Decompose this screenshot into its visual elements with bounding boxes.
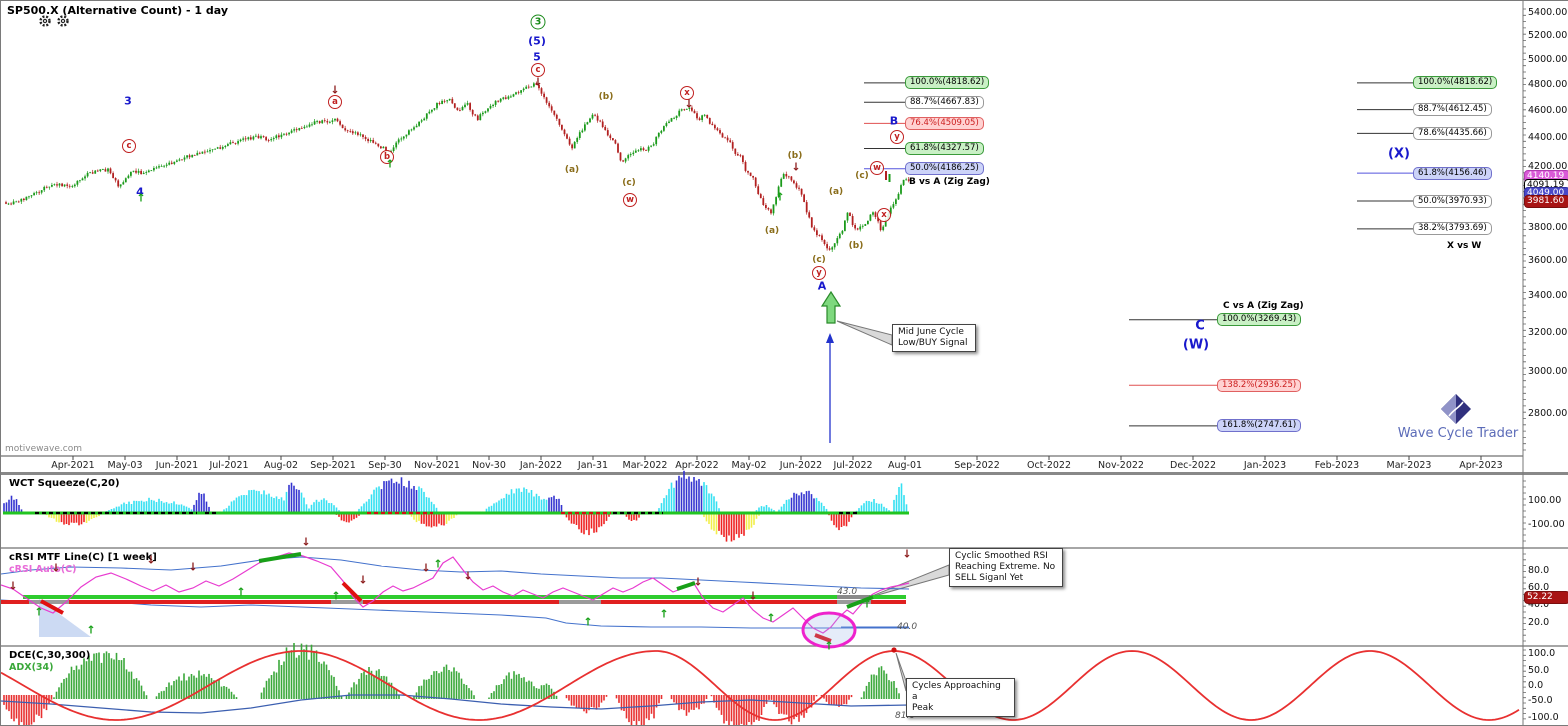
gear-icon xyxy=(60,18,66,24)
highlight-ellipse[interactable] xyxy=(801,611,857,649)
crsi-upper-band xyxy=(1,556,910,590)
gear-icon xyxy=(39,15,51,27)
buy-signal-block-arrow[interactable] xyxy=(820,290,842,324)
crsi-signal-wedge xyxy=(258,552,302,563)
dce-cycle-sine xyxy=(1,650,1520,721)
squeeze-histogram xyxy=(3,470,908,542)
axis-minor-ticks xyxy=(1523,8,1526,720)
crsi-signal-wedge xyxy=(814,633,832,643)
logo-diamond-half xyxy=(1441,394,1456,424)
mini-candle-icon xyxy=(885,171,887,180)
crsi-signal-wedge xyxy=(846,595,874,609)
mini-candle-icon xyxy=(888,174,891,182)
dce-histogram xyxy=(3,643,900,725)
cycle-low-arrowhead xyxy=(826,333,834,343)
gear-icon xyxy=(42,18,48,24)
crsi-signal-wedge xyxy=(341,581,363,603)
dce-blue-line xyxy=(1,694,910,714)
crsi-lower-band xyxy=(1,599,909,629)
candlesticks xyxy=(5,81,910,252)
dce-peak-dot xyxy=(891,647,897,653)
crsi-line xyxy=(1,552,910,634)
crsi-signal-wedge xyxy=(40,599,64,615)
gear-icon xyxy=(57,15,69,27)
logo-curve xyxy=(1448,401,1464,417)
crsi-signal-wedge xyxy=(676,581,696,591)
